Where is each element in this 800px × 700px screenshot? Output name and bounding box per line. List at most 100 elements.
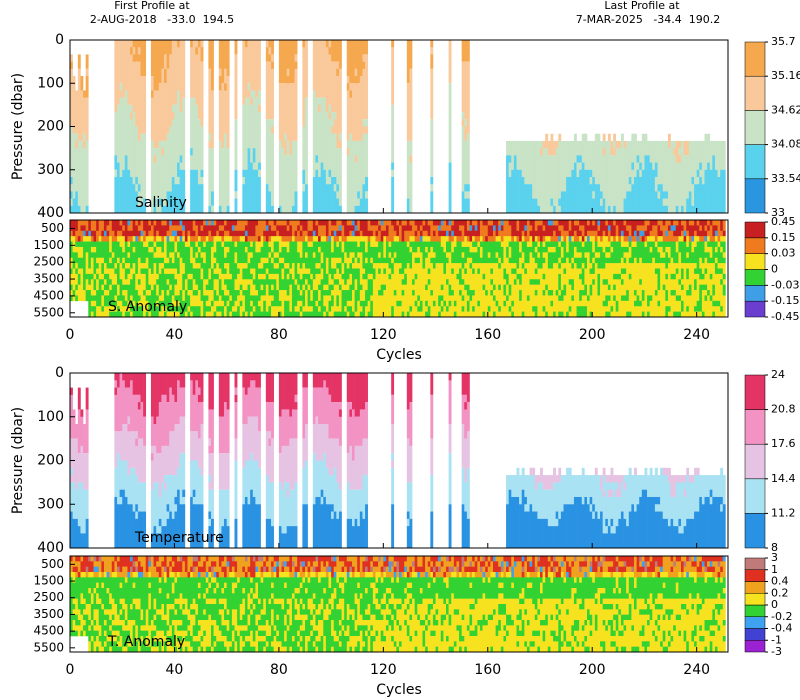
field-cell [132, 40, 136, 48]
field-cell [346, 300, 355, 307]
field-cell [446, 300, 449, 307]
field-cell [704, 561, 708, 567]
field-cell [448, 306, 462, 312]
field-cell [636, 241, 645, 248]
field-cell [568, 230, 575, 237]
field-cell [406, 373, 410, 410]
field-cell [109, 614, 113, 621]
field-cell [85, 230, 89, 237]
field-cell [589, 252, 596, 259]
field-cell [511, 566, 515, 573]
field-cell [179, 162, 183, 171]
field-cell [242, 566, 246, 573]
field-cell [412, 572, 418, 578]
field-cell [226, 205, 230, 214]
field-cell [506, 614, 512, 621]
field-cell [571, 225, 580, 232]
field-cell [148, 561, 152, 567]
field-cell [174, 598, 188, 605]
field-cell [618, 561, 624, 567]
field-cell [338, 445, 342, 490]
field-cell [472, 582, 499, 589]
field-cell [576, 475, 580, 497]
field-cell [605, 482, 609, 519]
field-cell [430, 290, 434, 296]
field-cell [558, 257, 562, 264]
field-cell [714, 577, 718, 583]
field-cell [252, 279, 277, 285]
field-cell [584, 279, 593, 285]
field-cell [88, 556, 92, 562]
field-cell [247, 460, 251, 505]
field-cell [124, 577, 128, 583]
field-cell [278, 279, 295, 285]
field-cell [545, 311, 549, 318]
field-cell [553, 155, 556, 206]
field-cell [479, 561, 486, 567]
field-cell [205, 593, 248, 599]
field-cell [367, 257, 371, 264]
field-cell [581, 279, 585, 285]
field-cell [681, 533, 684, 548]
field-cell [90, 598, 94, 605]
field-cell [156, 284, 160, 291]
field-cell [265, 475, 269, 519]
field-cell [271, 582, 274, 589]
field-cell [354, 518, 358, 548]
field-cell [271, 438, 274, 483]
field-cell [164, 604, 167, 610]
colorbar-label: 33.54 [771, 172, 800, 185]
field-cell [101, 263, 105, 269]
field-cell [252, 604, 256, 610]
field-cell [127, 387, 131, 417]
field-cell [234, 252, 238, 259]
field-cell [307, 225, 314, 232]
field-cell [192, 220, 196, 226]
field-cell [657, 561, 664, 567]
field-cell [338, 373, 342, 403]
field-cell [312, 453, 316, 505]
field-cell [665, 273, 669, 280]
field-cell [446, 246, 452, 253]
field-cell [211, 373, 214, 410]
field-cell [566, 572, 570, 578]
field-cell [229, 561, 238, 567]
field-cell [179, 311, 186, 318]
field-cell [174, 241, 178, 248]
field-cell [315, 416, 319, 461]
field-cell [234, 572, 246, 578]
field-cell [461, 614, 465, 621]
field-cell [495, 236, 502, 242]
field-cell [192, 431, 196, 461]
field-cell [681, 279, 695, 285]
field-cell [341, 236, 348, 242]
field-cell [263, 306, 267, 312]
field-cell [166, 252, 170, 259]
field-cell [498, 582, 504, 589]
field-cell [581, 566, 590, 573]
field-cell [435, 593, 439, 599]
field-cell [670, 290, 677, 296]
field-cell [683, 566, 697, 573]
field-cell [696, 609, 700, 615]
field-cell [568, 311, 577, 318]
field-cell [571, 140, 575, 170]
field-cell [312, 424, 316, 454]
field-cell [161, 236, 165, 242]
field-cell [513, 140, 517, 156]
field-cell [547, 556, 551, 562]
field-cell [333, 279, 340, 285]
field-cell [263, 300, 267, 307]
field-cell [106, 230, 110, 237]
field-cell [237, 252, 248, 259]
field-cell [542, 588, 572, 594]
field-cell [699, 561, 703, 567]
field-cell [670, 246, 677, 253]
field-cell [414, 236, 421, 242]
field-cell [161, 526, 165, 548]
field-cell [169, 620, 173, 626]
field-cell [281, 148, 285, 213]
field-cell [563, 252, 575, 259]
field-cell [294, 68, 298, 141]
field-cell [678, 268, 682, 275]
